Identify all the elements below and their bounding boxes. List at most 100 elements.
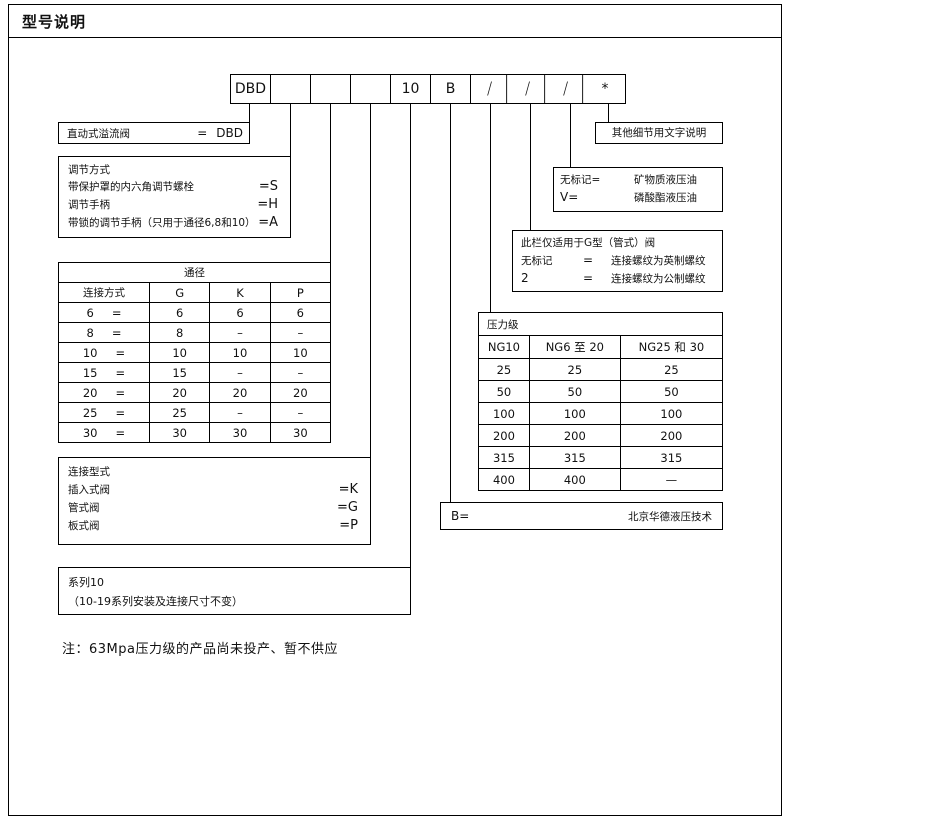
adjust-item-code-1: =H — [257, 197, 278, 212]
model-code-cell-3 — [351, 75, 391, 103]
bore-size-cell-1: 8 = — [58, 322, 150, 343]
table-row: 400 400— — [478, 468, 724, 491]
pressure-value-3-0: 200 — [478, 424, 530, 447]
thread-label-1: 连接螺纹为公制螺纹 — [611, 273, 706, 285]
model-code-cell-2 — [311, 75, 351, 103]
bore-value-2-0: 10 — [148, 342, 211, 363]
table-row: 8 = 8– – — [58, 322, 332, 343]
table-row: 30 = 30 30 30 — [58, 422, 332, 443]
bore-value-0-1: 6 — [209, 302, 271, 323]
pressure-value-5-1: 400 — [528, 468, 621, 491]
bore-value-0-2: 6 — [269, 302, 332, 323]
adjust-method-title: 调节方式 — [68, 164, 110, 176]
bore-value-4-2: 20 — [269, 382, 332, 403]
bore-size-cell-5: 25 = — [58, 402, 150, 423]
pressure-value-0-2: 25 — [619, 358, 724, 381]
pressure-value-3-1: 200 — [528, 424, 621, 447]
pressure-table: 压力级 NG10 NG6 至 20 NG25 和 30 25 25 25 50 50 50 100 1… — [478, 312, 724, 491]
bore-value-1-2: – — [269, 322, 332, 343]
model-code-cell-4: 10 — [391, 75, 431, 103]
series-line-2: （10-19系列安装及连接尺寸不变） — [68, 595, 243, 608]
model-code-cell-5: B — [431, 75, 471, 103]
bore-table: 通径 连接方式 G K P 6 = 6 6 6 8 = 8– –10 = 10 10 10 15 = 15– –20 = 20… — [58, 262, 332, 443]
valve-type-code: DBD — [216, 126, 243, 140]
leader-line-adjust — [290, 104, 291, 156]
model-code-cell-9: * — [601, 81, 609, 97]
model-code-cell-0: DBD — [231, 75, 271, 103]
bore-table-col0-header: 连接方式 — [58, 282, 150, 303]
pressure-value-4-2: 315 — [619, 446, 724, 469]
thread-code-0: 无标记 — [521, 255, 553, 267]
table-row: 100 100 100 — [478, 402, 724, 425]
title-bar — [8, 4, 782, 38]
bore-value-6-0: 30 — [148, 422, 211, 443]
bore-value-3-0: 15 — [148, 362, 211, 383]
conn-item-label-2: 板式阀 — [68, 520, 100, 532]
pressure-col-header-1: NG6 至 20 — [528, 335, 621, 359]
model-code-cell-6: / — [473, 75, 508, 103]
bore-value-5-2: – — [269, 402, 332, 423]
bore-size-cell-3: 15 = — [58, 362, 150, 383]
conn-item-code-2: =P — [339, 518, 358, 533]
series-box: 系列10 （10-19系列安装及连接尺寸不变） — [58, 567, 411, 615]
bore-size-cell-0: 6 = — [58, 302, 150, 323]
bore-table-col-header-1: K — [209, 282, 271, 303]
bore-table-box: 通径 连接方式 G K P 6 = 6 6 6 8 = 8– –10 = 10 10 10 15 = 15– –20 = 20… — [58, 262, 332, 443]
fluid-label-1: 磷酸酯液压油 — [634, 192, 697, 204]
bore-value-6-1: 30 — [209, 422, 271, 443]
bore-value-4-0: 20 — [148, 382, 211, 403]
pressure-value-0-0: 25 — [478, 358, 530, 381]
bore-value-0-0: 6 — [148, 302, 211, 323]
brand-box: B= 北京华德液压技术 — [440, 502, 723, 530]
conn-item-code-1: =G — [337, 500, 358, 515]
pressure-table-title: 压力级 — [478, 312, 723, 336]
leader-line-brand — [450, 104, 451, 502]
fluid-code-1: V= — [560, 190, 579, 204]
thread-eq-0: = — [583, 253, 594, 267]
thread-code-1: 2 — [521, 271, 529, 285]
bore-table-col-header-2: P — [269, 282, 332, 303]
brand-label: 北京华德液压技术 — [628, 510, 712, 523]
footnote: 注：63Mpa压力级的产品尚未投产、暂不供应 — [62, 642, 338, 657]
adjust-item-label-0: 带保护罩的内六角调节螺栓 — [68, 181, 194, 193]
model-code-cell-7: / — [511, 75, 546, 103]
bore-value-1-0: 8 — [148, 322, 211, 343]
bore-value-5-0: 25 — [148, 402, 211, 423]
valve-type-label: 直动式溢流阀 — [67, 128, 130, 140]
other-detail-box: 其他细节用文字说明 — [595, 122, 723, 144]
leader-line-thread — [530, 104, 531, 230]
leader-line-pressure — [490, 104, 491, 312]
bore-table-col-header-0: G — [148, 282, 211, 303]
pressure-value-5-0: 400 — [478, 468, 530, 491]
conn-item-label-0: 插入式阀 — [68, 484, 110, 496]
pressure-value-4-0: 315 — [478, 446, 530, 469]
adjust-method-box: 调节方式 带保护罩的内六角调节螺栓 =S 调节手柄 =H 带锁的调节手柄（只用于通径… — [58, 156, 291, 238]
pressure-value-2-1: 100 — [528, 402, 621, 425]
thread-label-0: 连接螺纹为英制螺纹 — [611, 255, 706, 267]
bore-value-4-1: 20 — [209, 382, 271, 403]
model-code-cell-1 — [271, 75, 311, 103]
page-border — [8, 4, 782, 816]
pressure-value-3-2: 200 — [619, 424, 724, 447]
model-code-cell-8: / — [549, 75, 584, 103]
adjust-item-code-0: =S — [258, 179, 278, 194]
pressure-value-2-0: 100 — [478, 402, 530, 425]
fluid-label-0: 矿物质液压油 — [634, 174, 697, 186]
fluid-code-0: 无标记= — [560, 174, 601, 186]
pressure-value-4-1: 315 — [528, 446, 621, 469]
other-detail-text: 其他细节用文字说明 — [611, 127, 707, 139]
brand-code: B= — [451, 509, 470, 523]
bore-value-5-1: – — [209, 402, 271, 423]
pressure-table-box: 压力级 NG10 NG6 至 20 NG25 和 30 25 25 25 50 50 50 100 1… — [478, 312, 724, 491]
bore-value-1-1: – — [209, 322, 271, 343]
table-row: 200 200 200 — [478, 424, 724, 447]
model-code-row: DBD 10 B / / / * — [230, 74, 626, 104]
table-row: 25 25 25 — [478, 358, 724, 381]
conn-item-code-0: =K — [338, 482, 358, 497]
valve-type-box: 直动式溢流阀 = DBD — [58, 122, 250, 144]
pressure-col-header-0: NG10 — [478, 335, 530, 359]
table-row: 6 = 6 6 6 — [58, 302, 332, 323]
adjust-item-code-2: =A — [258, 215, 278, 230]
leader-line-series — [410, 104, 411, 567]
table-row: 315 315 315 — [478, 446, 724, 469]
